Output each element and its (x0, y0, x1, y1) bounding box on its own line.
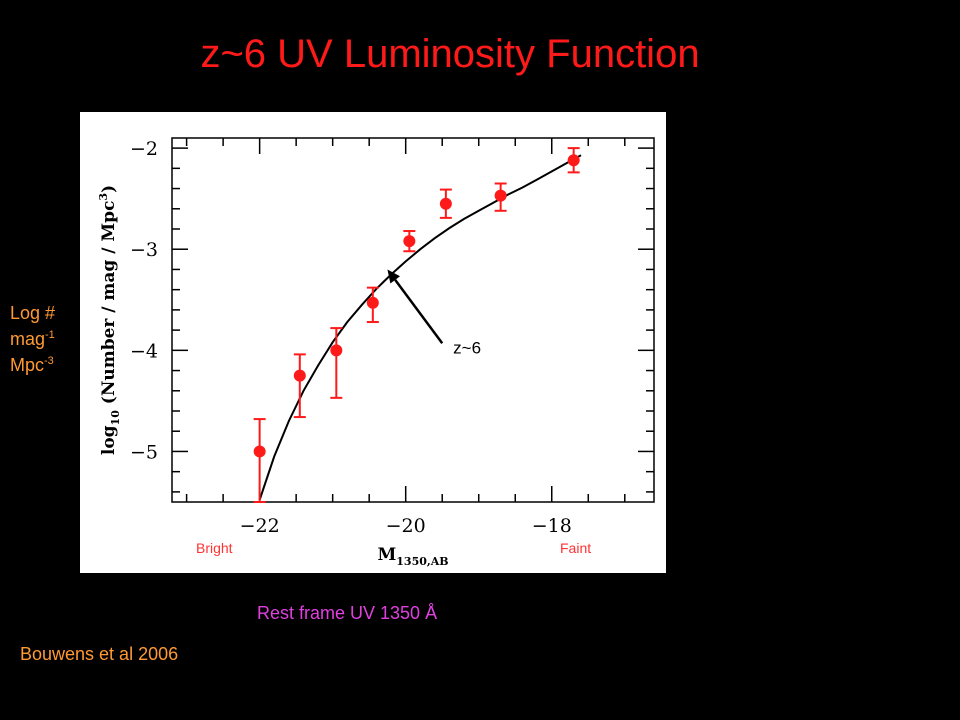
x-axis-title-base: M (377, 545, 396, 565)
y-tick-label: −4 (130, 340, 158, 362)
x-tick-label: −22 (240, 515, 280, 537)
x-tick-label: −20 (386, 515, 426, 537)
y-units-mpc-exp: -3 (44, 355, 54, 367)
faint-label: Faint (560, 540, 591, 556)
y-tick-label: −5 (130, 441, 158, 463)
schechter-fit-curve (258, 154, 582, 501)
citation: Bouwens et al 2006 (20, 644, 179, 664)
y-axis-title: log10 (Number / mag / Mpc3) (97, 185, 122, 455)
data-point (567, 154, 580, 167)
error-bars-layer (253, 147, 580, 503)
y-units-label: Log # mag-1 Mpc-3 (10, 302, 55, 376)
y-units-line1: Log # (10, 303, 56, 323)
plot-panel: −22 −20 −18 −2 −3 −4 −5 z~6 M1350,AB log10 (N… (80, 112, 666, 573)
data-point (494, 189, 507, 202)
y-units-mag: mag (10, 329, 46, 349)
slide-title: z~6 UV Luminosity Function (200, 32, 700, 76)
data-point (293, 369, 306, 382)
data-point (403, 235, 416, 248)
ticks-layer (172, 138, 654, 502)
y-tick-label: −3 (130, 239, 158, 261)
bright-label: Bright (196, 540, 233, 556)
x-tick-labels: −22 −20 −18 (240, 515, 572, 537)
y-units-line2: mag-1 (10, 324, 55, 350)
y-axis-title-main: (Number / mag / Mpc (99, 201, 119, 411)
y-tick-labels: −2 −3 −4 −5 (130, 138, 158, 463)
data-point (253, 445, 266, 458)
y-axis-title-prefix: log (99, 425, 119, 455)
y-units-line3: Mpc-3 (10, 350, 55, 376)
z6-annotation: z~6 (387, 269, 481, 357)
y-axis-title-sup: 3 (97, 193, 110, 201)
data-point (439, 197, 452, 210)
x-axis-title-sub: 1350,AB (396, 555, 448, 568)
plot-frame (171, 137, 655, 503)
y-units-mpc: Mpc (10, 355, 45, 375)
x-axis-title: M1350,AB (377, 545, 448, 568)
annotation-arrow-line (394, 279, 444, 345)
data-point (330, 344, 343, 357)
y-tick-label: −2 (130, 138, 158, 160)
luminosity-function-chart: −22 −20 −18 −2 −3 −4 −5 z~6 M1350,AB log10 (N… (97, 137, 655, 568)
rest-frame-label: Rest frame UV 1350 Å (257, 603, 438, 623)
y-units-mag-exp: -1 (45, 329, 55, 341)
data-point (366, 296, 379, 309)
y-axis-title-sub: 10 (109, 410, 122, 426)
x-tick-label: −18 (532, 515, 572, 537)
annotation-label: z~6 (453, 338, 481, 357)
annotation-arrowhead (387, 269, 401, 284)
y-axis-title-suffix: ) (99, 185, 119, 193)
data-points-layer (253, 154, 580, 458)
